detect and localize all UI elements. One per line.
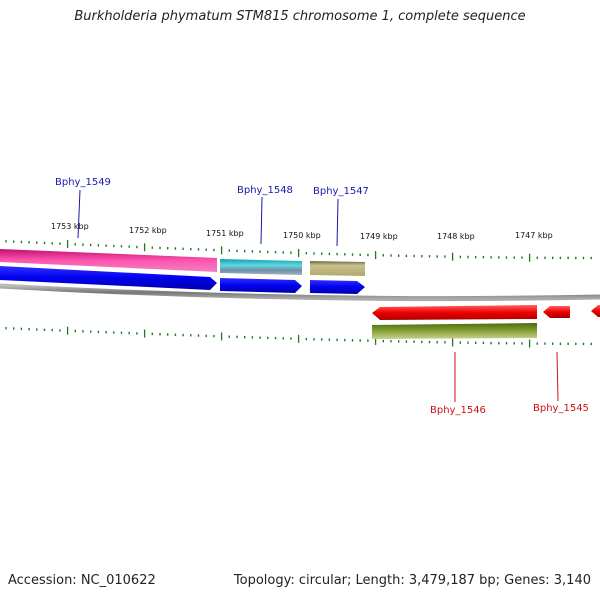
lower-tick-row xyxy=(5,326,592,348)
gene-label-bphy-1549[interactable]: Bphy_1549 xyxy=(55,177,111,188)
olive-feature-bar[interactable] xyxy=(372,323,537,339)
ruler-label: 1748 kbp xyxy=(437,232,475,241)
accession-text: Accession: NC_010622 xyxy=(8,573,156,588)
topology-text: Topology: circular; Length: 3,479,187 bp… xyxy=(233,573,591,588)
gene-label-leaders xyxy=(77,189,559,402)
ruler-label: 1752 kbp xyxy=(129,226,167,235)
gene-label-bphy-1546[interactable]: Bphy_1546 xyxy=(430,405,486,416)
gene-label-bphy-1545[interactable]: Bphy_1545 xyxy=(533,403,589,414)
forward-cds-arrow-bphy-1548[interactable] xyxy=(220,278,302,293)
forward-cds-arrow-bphy-1547[interactable] xyxy=(310,280,365,294)
cyan-feature-bar[interactable] xyxy=(220,259,302,275)
ruler-labels: 1753 kbp 1752 kbp 1751 kbp 1750 kbp 1749… xyxy=(51,222,553,241)
ruler-label: 1753 kbp xyxy=(51,222,89,231)
gene-label-bphy-1547[interactable]: Bphy_1547 xyxy=(313,186,369,197)
forward-cds-arrow-bphy-1549[interactable] xyxy=(0,266,217,290)
reverse-cds-arrow-bphy-1546[interactable] xyxy=(372,305,537,320)
reverse-cds-arrow-partial[interactable] xyxy=(591,305,600,317)
pink-feature-bar[interactable] xyxy=(0,249,217,272)
gene-label-bphy-1548[interactable]: Bphy_1548 xyxy=(237,185,293,196)
ruler-label: 1750 kbp xyxy=(283,231,321,240)
ruler-label: 1751 kbp xyxy=(206,229,244,238)
map-title: Burkholderia phymatum STM815 chromosome … xyxy=(74,9,526,24)
upper-tick-row xyxy=(5,240,592,262)
khaki-feature-bar[interactable] xyxy=(310,261,365,276)
chromosome-backbone xyxy=(0,283,600,302)
ruler-label: 1747 kbp xyxy=(515,231,553,240)
reverse-cds-arrow-bphy-1545[interactable] xyxy=(543,306,570,318)
ruler-label: 1749 kbp xyxy=(360,232,398,241)
